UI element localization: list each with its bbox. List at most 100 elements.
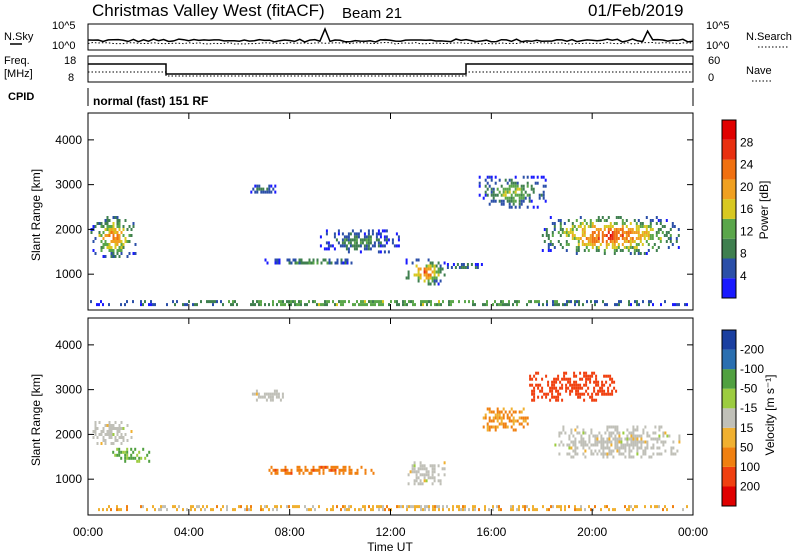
power-cell [278, 258, 281, 262]
velocity-cell [356, 468, 359, 472]
power-cell [294, 261, 297, 265]
power-cell [397, 235, 400, 239]
power-cell [120, 231, 123, 234]
power-cell [508, 187, 511, 191]
velocity-cell [549, 386, 552, 390]
velocity-cell [413, 461, 416, 465]
power-cell [434, 303, 436, 307]
power-cell [357, 244, 360, 248]
power-cell [292, 258, 295, 262]
power-cell [490, 193, 493, 197]
power-cell [593, 243, 596, 246]
velocity-cell [92, 430, 95, 433]
power-cell [110, 252, 113, 255]
velocity-cell [591, 371, 594, 375]
velocity-cell [574, 508, 576, 512]
power-cell [518, 193, 521, 197]
velocity-cell [568, 452, 571, 456]
velocity-cell [582, 443, 585, 447]
power-cell [466, 263, 469, 266]
velocity-cell [595, 398, 598, 402]
power-cell [353, 247, 356, 251]
velocity-cell [620, 452, 623, 456]
power-cell [603, 228, 606, 231]
power-cell [633, 246, 636, 249]
velocity-cell [419, 482, 422, 486]
power-cell [415, 264, 418, 268]
power-cell [605, 234, 608, 237]
power-cell [114, 240, 117, 243]
velocity-cell [496, 410, 499, 414]
velocity-cell [593, 371, 596, 375]
power-cell [547, 243, 550, 246]
power-cell [609, 228, 612, 231]
velocity-cell [368, 505, 370, 509]
power-cell [663, 234, 666, 237]
power-cell [116, 216, 119, 219]
power-cell [639, 237, 642, 240]
power-cell [674, 303, 676, 307]
velocity-cell [356, 471, 359, 475]
velocity-cell [420, 508, 422, 512]
power-cell [140, 300, 142, 304]
power-cell [188, 300, 190, 304]
velocity-cell [587, 374, 590, 378]
velocity-cell [486, 407, 489, 411]
velocity-cell [610, 425, 613, 429]
power-cell [605, 240, 608, 243]
power-cell [675, 240, 678, 243]
power-cell [636, 300, 638, 304]
velocity-cell [413, 470, 416, 474]
velocity-cell [632, 428, 635, 432]
power-cell [431, 264, 434, 268]
velocity-cell [626, 437, 629, 441]
power-cell [639, 252, 642, 255]
velocity-cell [668, 434, 671, 438]
power-cell [492, 190, 495, 194]
velocity-cell [579, 383, 582, 387]
velocity-cell [108, 436, 111, 439]
velocity-cell [431, 482, 434, 486]
power-cell [542, 175, 545, 179]
velocity-cell [518, 416, 521, 420]
velocity-cell [118, 508, 120, 512]
power-cell [532, 205, 535, 209]
velocity-cell [574, 446, 577, 450]
power-cell [615, 249, 618, 252]
velocity-cell [308, 471, 311, 475]
velocity-cell [662, 431, 665, 435]
velocity-cell [576, 508, 578, 512]
power-cell [494, 199, 497, 203]
velocity-cell [614, 446, 617, 450]
power-cell [369, 241, 372, 245]
velocity-cell [140, 505, 142, 509]
power-cell [512, 199, 515, 203]
power-cell [266, 187, 269, 191]
velocity-cell [106, 424, 109, 427]
power-cell [116, 225, 119, 228]
x-tick-label: 20:00 [577, 525, 607, 539]
velocity-cell [539, 389, 542, 393]
power-cell [506, 199, 509, 203]
velocity-cell [562, 425, 565, 429]
power-cell [633, 231, 636, 234]
power-cell [579, 225, 582, 228]
velocity-cell [496, 419, 499, 423]
velocity-cell [108, 427, 111, 430]
velocity-cell [590, 443, 593, 447]
velocity-cell [589, 374, 592, 378]
velocity-cell [591, 398, 594, 402]
velocity-cell [640, 434, 643, 438]
velocity-cell [126, 456, 129, 460]
power-cell [272, 300, 274, 304]
power-cell [98, 222, 101, 225]
velocity-cell [402, 505, 404, 509]
velocity-cell [630, 505, 632, 509]
velocity-cell [632, 434, 635, 438]
velocity-cell [431, 473, 434, 477]
velocity-cell [428, 505, 430, 509]
velocity-cell [132, 450, 135, 454]
velocity-cell [565, 383, 568, 387]
velocity-cell [272, 508, 274, 512]
velocity-cell [601, 389, 604, 393]
